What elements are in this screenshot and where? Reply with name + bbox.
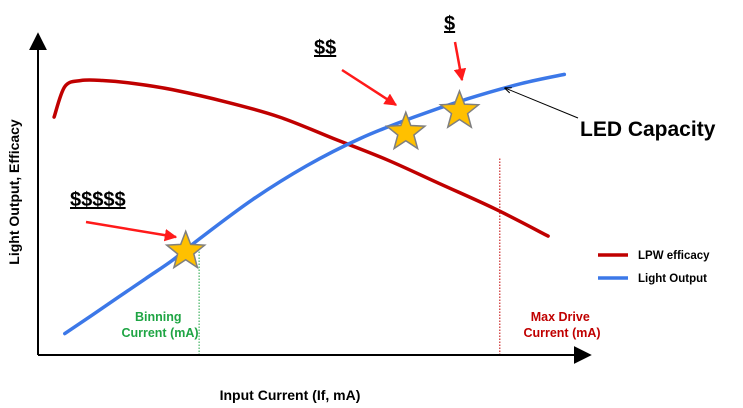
legend-label-lpw-efficacy: LPW efficacy bbox=[638, 250, 710, 262]
star-icon-2 bbox=[438, 88, 481, 129]
binning-current-label: Binning Current (mA) bbox=[121, 310, 198, 340]
led-capacity-label: LED Capacity bbox=[580, 118, 716, 141]
max-drive-current-label-line1: Max Drive bbox=[531, 310, 590, 324]
max-drive-current-label-line2: Current (mA) bbox=[523, 326, 600, 340]
series-line-lpw-efficacy bbox=[52, 78, 550, 238]
cost-arrow-2 bbox=[453, 41, 467, 82]
cost-arrow-1 bbox=[341, 68, 398, 107]
cost-label-one-dollar: $ bbox=[444, 13, 455, 35]
cost-markers bbox=[164, 88, 481, 270]
cost-label-two-dollar: $$ bbox=[314, 37, 336, 59]
led-capacity-arrow bbox=[505, 88, 579, 119]
cost-arrow-0 bbox=[85, 220, 178, 242]
series-line-light-output bbox=[63, 72, 567, 336]
binning-current-label-line2: Current (mA) bbox=[121, 326, 198, 340]
legend: LPW efficacy Light Output bbox=[598, 250, 710, 285]
y-axis-label: Light Output, Efficacy bbox=[6, 119, 22, 265]
max-drive-current-label: Max Drive Current (mA) bbox=[523, 310, 600, 340]
cost-label-five-dollar: $$$$$ bbox=[70, 189, 126, 211]
x-axis-label: Input Current (If, mA) bbox=[220, 387, 361, 403]
star-icon-0 bbox=[164, 229, 207, 270]
binning-current-label-line1: Binning bbox=[135, 310, 182, 324]
legend-label-light-output: Light Output bbox=[638, 273, 707, 285]
star-icon-1 bbox=[384, 110, 427, 151]
